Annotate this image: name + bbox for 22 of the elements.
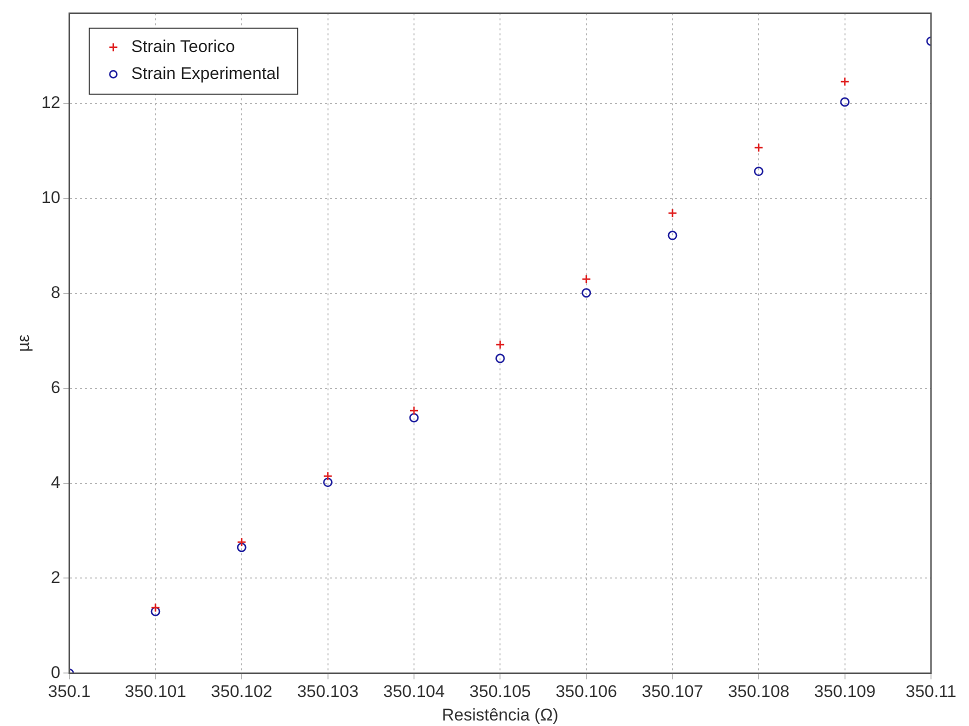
y-tick-label: 2 bbox=[50, 568, 60, 587]
x-tick-label: 350.11 bbox=[906, 682, 956, 702]
x-tick-label: 350.102 bbox=[210, 682, 272, 702]
x-tick-label: 350.109 bbox=[814, 682, 876, 702]
x-tick-label: 350.108 bbox=[728, 682, 790, 702]
x-tick-label: 350.103 bbox=[297, 682, 359, 702]
x-tick-label: 350.1 bbox=[48, 682, 91, 702]
y-axis-title: µε bbox=[14, 334, 33, 352]
x-axis-title: Resistência (Ω) bbox=[442, 705, 558, 724]
y-tick-label: 6 bbox=[50, 378, 60, 397]
y-tick-label: 8 bbox=[50, 283, 60, 302]
x-tick-label: 350.107 bbox=[642, 682, 704, 702]
legend-label: Strain Teorico bbox=[131, 36, 235, 56]
x-tick-label: 350.106 bbox=[556, 682, 618, 702]
y-tick-label: 10 bbox=[41, 188, 60, 208]
y-tick-label: 0 bbox=[50, 662, 60, 682]
x-tick-label: 350.104 bbox=[383, 682, 445, 702]
y-tick-label: 12 bbox=[41, 93, 60, 112]
y-tick-label: 4 bbox=[50, 472, 60, 492]
x-tick-label: 350.105 bbox=[469, 682, 531, 702]
legend-label: Strain Experimental bbox=[131, 64, 280, 83]
x-tick-label: 350.101 bbox=[124, 682, 186, 702]
